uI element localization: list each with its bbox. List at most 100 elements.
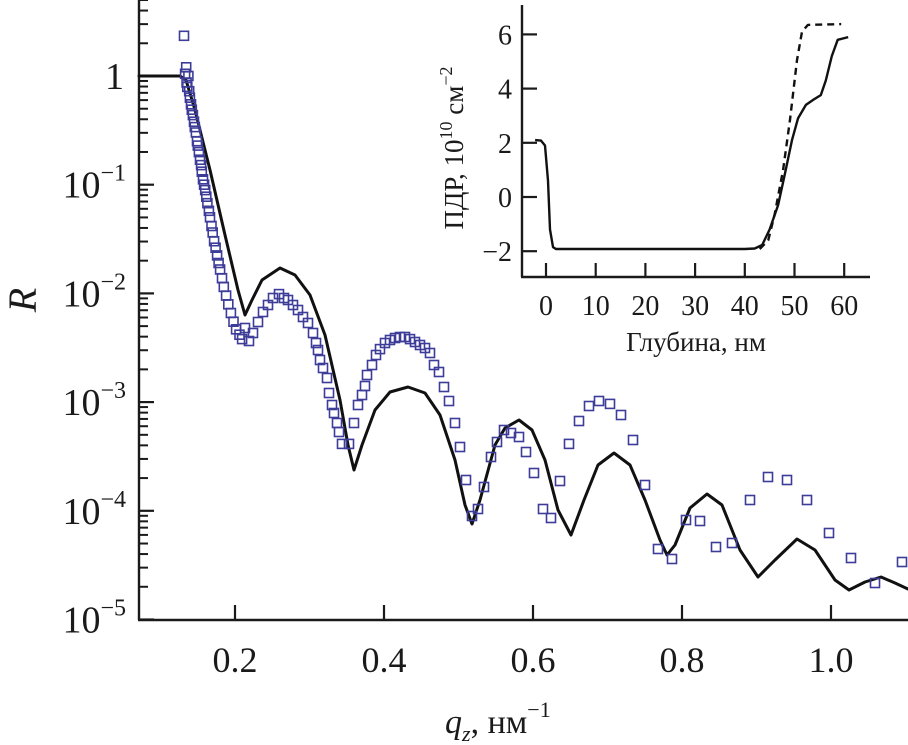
y-tick-label: 10−1 — [62, 161, 126, 207]
data-point — [537, 503, 549, 515]
data-point — [220, 290, 232, 301]
data-point — [194, 154, 206, 165]
data-point — [627, 434, 639, 446]
data-point — [314, 354, 326, 366]
inset-y-tick-label: 0 — [498, 183, 512, 214]
x-axis-label-sub: z — [461, 721, 471, 745]
data-point — [726, 537, 738, 549]
x-tick-label: 1.0 — [809, 640, 854, 680]
data-point — [185, 99, 197, 110]
x-tick-label: 0.8 — [660, 640, 705, 680]
data-point — [513, 431, 525, 443]
y-tick-label: 10−5 — [62, 596, 126, 642]
data-point — [183, 70, 194, 82]
data-point — [184, 92, 196, 103]
y-tick-labels: 1 10−1 10−2 10−3 10−4 10−5 — [62, 56, 126, 642]
data-point — [466, 510, 478, 522]
inset-x-tick-label: 40 — [731, 291, 759, 322]
data-point — [744, 494, 756, 506]
data-point — [573, 415, 585, 427]
data-point — [801, 494, 813, 506]
inset-y-label-sup1: 10 — [436, 121, 456, 139]
data-point — [845, 552, 857, 564]
data-point — [615, 409, 627, 421]
data-point — [460, 474, 472, 486]
data-point — [189, 121, 201, 133]
data-point — [197, 174, 209, 185]
data-point — [443, 395, 455, 407]
data-point — [554, 475, 566, 487]
y-tick-label: 1 — [105, 56, 124, 98]
data-point — [896, 556, 908, 568]
inset-x-tick-label: 10 — [582, 291, 610, 322]
data-point — [188, 116, 200, 127]
data-point — [321, 372, 333, 384]
data-point — [366, 359, 378, 371]
data-point — [302, 317, 314, 329]
dashed-profile — [758, 22, 842, 250]
data-point — [216, 272, 228, 284]
data-point — [213, 257, 224, 269]
x-axis-label-var: q — [445, 704, 462, 741]
data-point — [310, 337, 322, 349]
data-point — [218, 281, 230, 293]
data-point — [485, 451, 497, 463]
inset-x-tick-label: 50 — [781, 291, 809, 322]
y-tick-label: 10−4 — [62, 487, 126, 533]
data-point — [326, 399, 338, 411]
inset-x-tick-label: 20 — [631, 291, 659, 322]
x-tick-label: 0.2 — [213, 640, 258, 680]
data-point — [583, 400, 595, 412]
data-point — [202, 197, 213, 209]
experiment-markers-group — [178, 30, 908, 589]
data-point — [206, 220, 217, 232]
data-point — [359, 380, 371, 392]
inset-x-tick-label: 60 — [830, 291, 858, 322]
data-point — [710, 541, 722, 553]
inset-axes — [520, 5, 870, 279]
inset-x-tick-label: 30 — [681, 291, 709, 322]
data-point — [192, 140, 204, 151]
data-point — [187, 109, 199, 121]
data-point — [356, 389, 368, 401]
inset-y-label-main: ПДР, 10 — [439, 139, 469, 229]
data-point — [361, 369, 373, 381]
data-point — [438, 381, 450, 393]
data-point — [236, 333, 248, 345]
x-axis-label-unit: , нм — [471, 704, 528, 741]
data-point — [186, 104, 198, 115]
data-point — [201, 191, 212, 202]
data-point — [195, 159, 207, 171]
data-point — [639, 479, 651, 491]
data-point — [498, 424, 510, 436]
data-point — [196, 166, 208, 177]
data-point — [312, 344, 324, 356]
solid-profile — [534, 35, 849, 251]
data-point — [183, 85, 195, 97]
data-point — [433, 366, 445, 378]
y-tick-label: 10−2 — [62, 269, 126, 315]
data-point — [472, 503, 484, 515]
x-axis-label-sup: −1 — [527, 697, 550, 722]
inset-y-axis-label: ПДР, 1010 см−2 — [436, 66, 469, 229]
data-point — [228, 316, 239, 328]
data-point — [652, 543, 664, 555]
data-point — [193, 146, 205, 158]
data-point — [604, 398, 616, 410]
y-tick-label: 10−3 — [62, 378, 126, 424]
data-point — [762, 471, 774, 483]
inset-x-tick-labels: 0 10 20 30 40 50 60 — [539, 291, 858, 322]
data-point — [307, 327, 319, 339]
inset-y-tick-label: 2 — [498, 129, 512, 160]
inset-y-tick-label: 4 — [498, 75, 512, 106]
data-point — [528, 467, 540, 479]
inset-x-axis-label: Глубина, нм — [626, 327, 766, 357]
y-axis-label: R — [0, 288, 45, 313]
inset-y-label-sup2: −2 — [436, 66, 456, 85]
data-point — [449, 417, 461, 429]
data-point — [225, 307, 237, 319]
x-tick-labels: 0.2 0.4 0.6 0.8 1.0 — [213, 640, 854, 680]
